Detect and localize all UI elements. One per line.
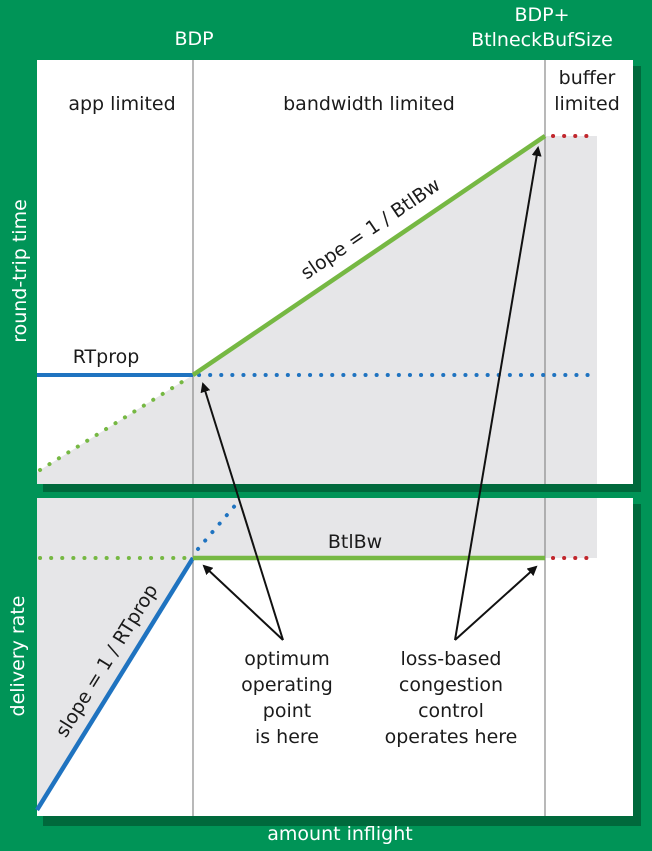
delivery-rate-slope-line — [35, 556, 195, 812]
region-bandwidth-limited: bandwidth limited — [283, 93, 455, 115]
btlbw-label: BtlBw — [328, 531, 382, 553]
lossbased-line-2: congestion — [399, 674, 503, 696]
bottom-blue-dotted-line — [196, 500, 240, 551]
optimum-line-2: operating — [241, 674, 333, 696]
lossbased-line-1: loss-based — [401, 648, 502, 670]
arrow-optimum-bottom — [202, 564, 284, 641]
region-buffer-limited-line2: limited — [554, 93, 620, 115]
bottom-shaded-region — [37, 498, 597, 810]
top-green-dotted-line — [38, 375, 192, 472]
loss-based-annotation: loss-based congestion control operates h… — [385, 648, 518, 748]
arrow-lossbased-bottom — [454, 565, 538, 641]
region-buffer-limited-line1: buffer — [559, 67, 616, 89]
top-shaded-region — [37, 136, 597, 484]
bdp-plus-header-line1: BDP+ — [514, 4, 570, 26]
region-app-limited: app limited — [68, 93, 175, 115]
rtprop-label: RTprop — [73, 346, 140, 368]
arrow-optimum-top — [200, 382, 284, 641]
optimum-line-1: optimum — [244, 648, 329, 670]
bdp-header: BDP — [174, 28, 214, 50]
optimum-line-3: point — [263, 700, 311, 722]
x-axis-label-amount-inflight: amount inflight — [267, 823, 413, 845]
lossbased-line-4: operates here — [385, 726, 518, 748]
lossbased-line-3: control — [418, 700, 484, 722]
btlbw-slope-line — [191, 134, 547, 377]
arrow-lossbased-top — [454, 146, 542, 641]
bdp-plus-header-line2: BtlneckBufSize — [471, 29, 613, 51]
optimum-line-4: is here — [255, 726, 319, 748]
optimum-operating-point-annotation: optimum operating point is here — [241, 648, 333, 748]
